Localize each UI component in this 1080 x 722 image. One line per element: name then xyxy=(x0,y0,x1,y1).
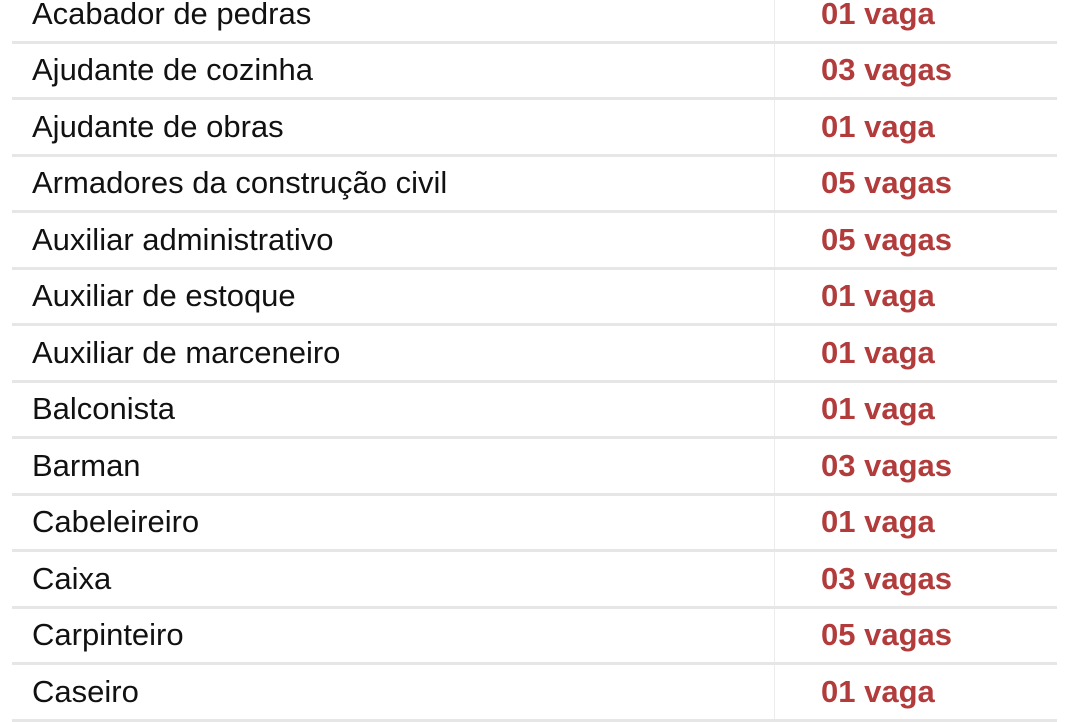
table-row: Ajudante de obras 01 vaga xyxy=(12,100,1057,157)
table-row: Acabador de pedras 01 vaga xyxy=(12,0,1057,44)
vacancy-count: 03 vagas xyxy=(821,447,952,483)
job-title: Acabador de pedras xyxy=(12,0,775,41)
job-title: Armadores da construção civil xyxy=(12,156,775,210)
job-title: Caixa xyxy=(12,552,775,606)
job-title: Barman xyxy=(12,439,775,493)
table-row: Cabeleireiro 01 vaga xyxy=(12,495,1057,552)
job-title: Cabeleireiro xyxy=(12,495,775,549)
job-title: Caseiro xyxy=(12,665,775,719)
vacancy-count: 03 vagas xyxy=(821,52,952,88)
job-title: Ajudante de obras xyxy=(12,100,775,154)
job-title: Ajudante de cozinha xyxy=(12,43,775,97)
job-vacancies-table: Acabador de pedras 01 vaga Ajudante de coz… xyxy=(12,0,1057,722)
vacancy-count: 01 vaga xyxy=(821,0,935,31)
vacancy-count: 03 vagas xyxy=(821,560,952,596)
table-row: Caixa 03 vagas xyxy=(12,552,1057,609)
job-title: Auxiliar administrativo xyxy=(12,213,775,267)
table-row: Balconista 01 vaga xyxy=(12,382,1057,439)
vacancy-count: 01 vaga xyxy=(821,334,935,370)
job-title: Carpinteiro xyxy=(12,608,775,662)
table-row: Carpinteiro 05 vagas xyxy=(12,608,1057,665)
vacancy-count: 05 vagas xyxy=(821,617,952,653)
table-row: Auxiliar de marceneiro 01 vaga xyxy=(12,326,1057,383)
table-row: Caseiro 01 vaga xyxy=(12,665,1057,722)
table-row: Auxiliar de estoque 01 vaga xyxy=(12,269,1057,326)
table-row: Ajudante de cozinha 03 vagas xyxy=(12,43,1057,100)
vacancy-count: 05 vagas xyxy=(821,221,952,257)
vacancy-count: 01 vaga xyxy=(821,504,935,540)
vacancy-count: 01 vaga xyxy=(821,391,935,427)
job-title: Auxiliar de estoque xyxy=(12,269,775,323)
job-title: Auxiliar de marceneiro xyxy=(12,326,775,380)
table-row: Barman 03 vagas xyxy=(12,439,1057,496)
table-row: Auxiliar administrativo 05 vagas xyxy=(12,213,1057,270)
table-row: Armadores da construção civil 05 vagas xyxy=(12,156,1057,213)
vacancy-count: 01 vaga xyxy=(821,108,935,144)
vacancy-count: 01 vaga xyxy=(821,673,935,709)
vacancy-count: 01 vaga xyxy=(821,278,935,314)
vacancy-count: 05 vagas xyxy=(821,165,952,201)
job-title: Balconista xyxy=(12,382,775,436)
